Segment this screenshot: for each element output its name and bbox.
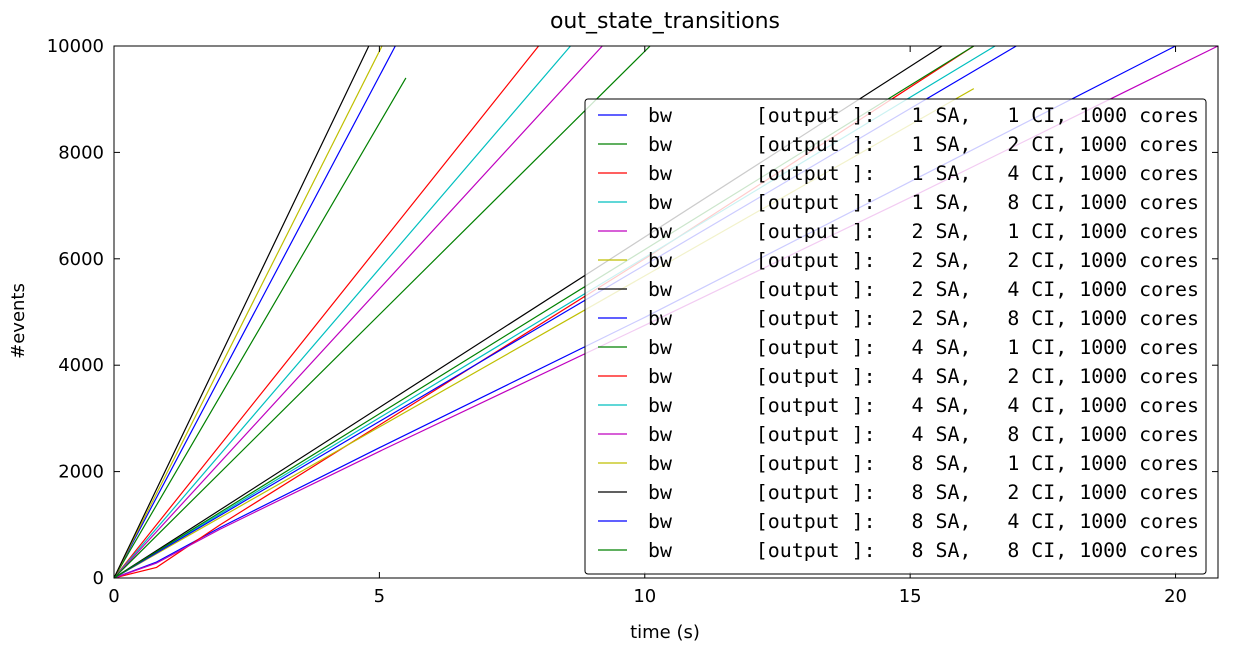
x-tick-label-2: 10 [633, 586, 656, 607]
y-tick-label-2: 4000 [58, 355, 104, 376]
legend-label-6: bw [output ]: 2 SA, 2 CI, 1000 cores [648, 249, 1199, 272]
legend-box [584, 98, 1207, 575]
legend-label-4: bw [output ]: 1 SA, 8 CI, 1000 cores [648, 191, 1199, 214]
x-axis-label: time (s) [630, 622, 700, 643]
series-line-2 [113, 77, 407, 579]
series-line-9 [113, 45, 651, 579]
x-tick-label-0: 0 [108, 586, 119, 607]
legend-label-11: bw [output ]: 4 SA, 4 CI, 1000 cores [648, 394, 1199, 417]
legend-label-2: bw [output ]: 1 SA, 2 CI, 1000 cores [648, 133, 1199, 156]
legend: bw [output ]: 1 SA, 1 CI, 1000 cores bw [… [584, 98, 1207, 575]
x-tick-label-4: 20 [1164, 586, 1187, 607]
chart-title: out_state_transitions [550, 9, 780, 34]
y-tick-label-3: 6000 [58, 249, 104, 270]
legend-label-3: bw [output ]: 1 SA, 4 CI, 1000 cores [648, 162, 1199, 185]
series-line-3 [113, 45, 540, 579]
x-tick-label-1: 5 [374, 586, 385, 607]
y-tick-label-0: 0 [93, 568, 104, 589]
series-line-1 [113, 45, 396, 579]
legend-label-9: bw [output ]: 4 SA, 1 CI, 1000 cores [648, 336, 1199, 359]
y-tick-label-1: 2000 [58, 462, 104, 483]
legend-label-16: bw [output ]: 8 SA, 8 CI, 1000 cores [648, 539, 1199, 562]
x-tick-label-3: 15 [899, 586, 922, 607]
y-tick-label-5: 10000 [47, 36, 104, 57]
legend-label-13: bw [output ]: 8 SA, 1 CI, 1000 cores [648, 452, 1199, 475]
legend-label-5: bw [output ]: 2 SA, 1 CI, 1000 cores [648, 220, 1199, 243]
legend-label-8: bw [output ]: 2 SA, 8 CI, 1000 cores [648, 307, 1199, 330]
series-line-6 [113, 45, 383, 579]
legend-label-14: bw [output ]: 8 SA, 2 CI, 1000 cores [648, 481, 1199, 504]
y-tick-label-4: 8000 [58, 142, 104, 163]
legend-label-12: bw [output ]: 4 SA, 8 CI, 1000 cores [648, 423, 1199, 446]
series-line-7 [113, 45, 370, 579]
series-line-5 [113, 45, 603, 579]
legend-label-10: bw [output ]: 4 SA, 2 CI, 1000 cores [648, 365, 1199, 388]
legend-label-1: bw [output ]: 1 SA, 1 CI, 1000 cores [648, 104, 1199, 127]
y-axis-label: #events [8, 283, 29, 359]
series-line-4 [113, 45, 571, 579]
legend-label-15: bw [output ]: 8 SA, 4 CI, 1000 cores [648, 510, 1199, 533]
plot-frame [113, 45, 1219, 579]
legend-label-7: bw [output ]: 2 SA, 4 CI, 1000 cores [648, 278, 1199, 301]
